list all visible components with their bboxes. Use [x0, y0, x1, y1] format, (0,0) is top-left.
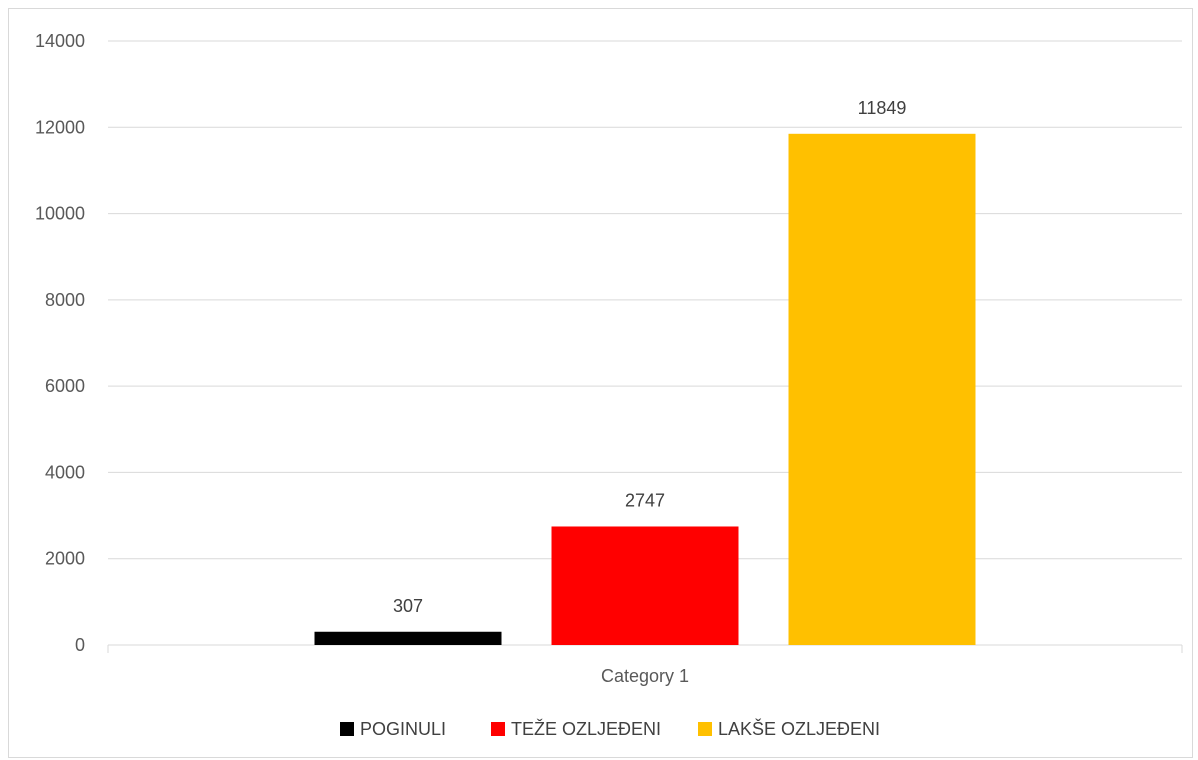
bar-2: [551, 526, 739, 645]
data-labels: 307 2747 11849: [393, 98, 906, 616]
gridlines: [107, 40, 1183, 653]
legend-label: POGINULI: [360, 719, 446, 739]
bars: [314, 133, 976, 645]
bar-3: [788, 133, 976, 645]
data-label: 307: [393, 596, 423, 616]
y-tick-label: 4000: [45, 462, 85, 482]
y-tick-label: 10000: [35, 204, 85, 224]
bar-1: [314, 631, 502, 645]
y-tick-label: 14000: [35, 31, 85, 51]
y-tick-label: 8000: [45, 290, 85, 310]
legend-label: LAKŠE OZLJEĐENI: [718, 718, 880, 739]
x-tick-label: Category 1: [601, 666, 689, 686]
data-label: 11849: [858, 98, 907, 118]
y-axis-tick-labels: 0 2000 4000 6000 8000 10000 12000 14000: [35, 31, 85, 655]
legend-swatch: [340, 722, 354, 736]
legend-label: TEŽE OZLJEĐENI: [511, 719, 661, 739]
legend-swatch: [491, 722, 505, 736]
x-axis-tick-labels: Category 1: [601, 666, 689, 686]
legend: POGINULI TEŽE OZLJEĐENI LAKŠE OZLJEĐENI: [340, 718, 880, 739]
y-tick-label: 0: [75, 635, 85, 655]
y-tick-label: 2000: [45, 549, 85, 569]
y-tick-label: 6000: [45, 376, 85, 396]
y-tick-label: 12000: [35, 117, 85, 137]
legend-swatch: [698, 722, 712, 736]
data-label: 2747: [625, 490, 665, 510]
